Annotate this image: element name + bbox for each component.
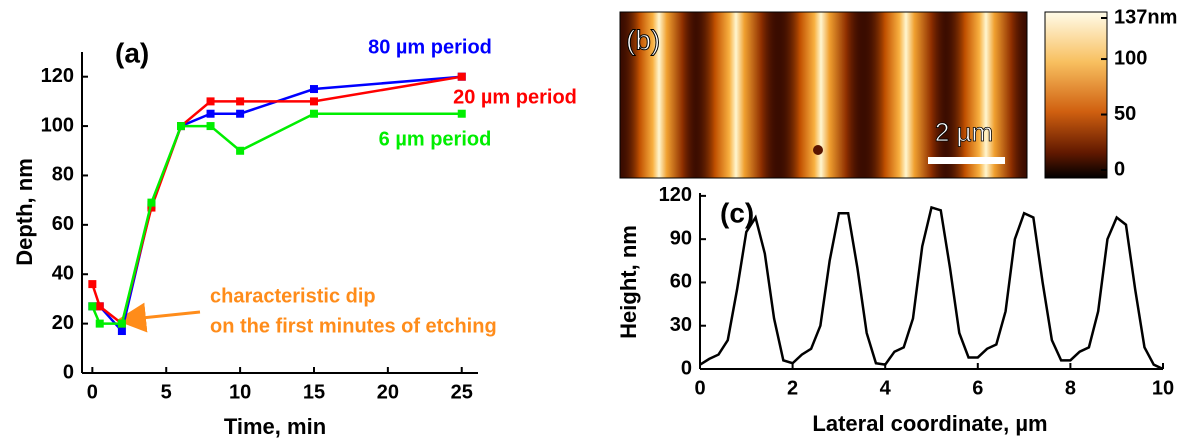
- series-label: 80 µm period: [368, 36, 492, 58]
- x-tick-label: 0: [87, 381, 98, 403]
- afm-panel: [619, 11, 1108, 179]
- afm-stripe: [620, 12, 698, 178]
- x-axis-label: Time, min: [224, 414, 326, 439]
- data-point: [309, 109, 318, 118]
- data-point: [95, 302, 104, 311]
- x-tick-label: 5: [161, 381, 172, 403]
- scale-bar: [928, 157, 1005, 164]
- panel-label: (c): [720, 197, 754, 228]
- y-tick-label: 60: [670, 271, 692, 293]
- y-tick-label: 0: [63, 361, 74, 383]
- data-point: [309, 97, 318, 106]
- data-point: [95, 319, 104, 328]
- x-tick-label: 10: [229, 381, 251, 403]
- y-tick-label: 20: [52, 312, 74, 334]
- data-point: [88, 280, 97, 289]
- x-tick-label: 6: [972, 377, 983, 399]
- afm-stripe: [864, 12, 948, 178]
- x-axis-label: Lateral coordinate, µm: [812, 411, 1047, 436]
- y-tick-label: 0: [681, 357, 692, 379]
- data-point: [88, 302, 97, 311]
- data-point: [117, 327, 126, 336]
- colorbar-tick-label: 100: [1114, 47, 1147, 69]
- data-point: [236, 97, 245, 106]
- afm-stripe: [944, 12, 1028, 178]
- data-point: [457, 72, 466, 81]
- y-tick-label: 100: [41, 114, 74, 136]
- annotation-arrow: [116, 302, 201, 333]
- x-tick-label: 25: [451, 381, 473, 403]
- colorbar-tick-label: 137nm: [1114, 6, 1177, 28]
- data-point: [177, 122, 185, 131]
- y-tick-label: 120: [659, 184, 692, 206]
- y-axis-label: Height, nm: [616, 225, 641, 339]
- scale-bar-label: 2 µm: [935, 117, 993, 147]
- afm-stripe: [694, 12, 778, 178]
- y-tick-label: 80: [52, 164, 74, 186]
- y-tick-label: 30: [670, 314, 692, 336]
- x-tick-label: 8: [1065, 377, 1076, 399]
- annotation: characteristic dip: [210, 285, 376, 307]
- data-point: [117, 319, 126, 328]
- x-tick-label: 10: [1152, 377, 1174, 399]
- y-axis-label: Depth, nm: [12, 158, 37, 266]
- series-label: 20 µm period: [453, 86, 577, 108]
- x-tick-label: 2: [787, 377, 798, 399]
- afm-defect: [813, 145, 823, 155]
- annotation: on the first minutes of etching: [210, 315, 497, 337]
- colorbar-tick-label: 50: [1114, 103, 1136, 125]
- series-label: 6 µm period: [379, 128, 492, 150]
- data-point: [206, 97, 215, 106]
- data-point: [457, 109, 466, 118]
- colorbar-tick-label: 0: [1114, 158, 1125, 180]
- colorbar: [1044, 11, 1108, 179]
- x-tick-label: 15: [303, 381, 325, 403]
- y-tick-label: 40: [52, 263, 74, 285]
- data-line: [699, 205, 1164, 371]
- x-tick-label: 20: [377, 381, 399, 403]
- data-point: [206, 122, 215, 131]
- data-point: [147, 198, 156, 207]
- panel-label: (a): [115, 37, 149, 68]
- y-tick-label: 60: [52, 213, 74, 235]
- y-tick-label: 120: [41, 65, 74, 87]
- x-tick-label: 4: [880, 377, 892, 399]
- y-tick-label: 90: [670, 227, 692, 249]
- data-point: [236, 146, 245, 155]
- afm-frame: [619, 11, 1028, 179]
- data-point: [309, 85, 318, 94]
- x-tick-label: 0: [694, 377, 705, 399]
- data-point: [206, 109, 215, 118]
- panel-label: (b): [626, 24, 660, 55]
- data-point: [236, 109, 245, 118]
